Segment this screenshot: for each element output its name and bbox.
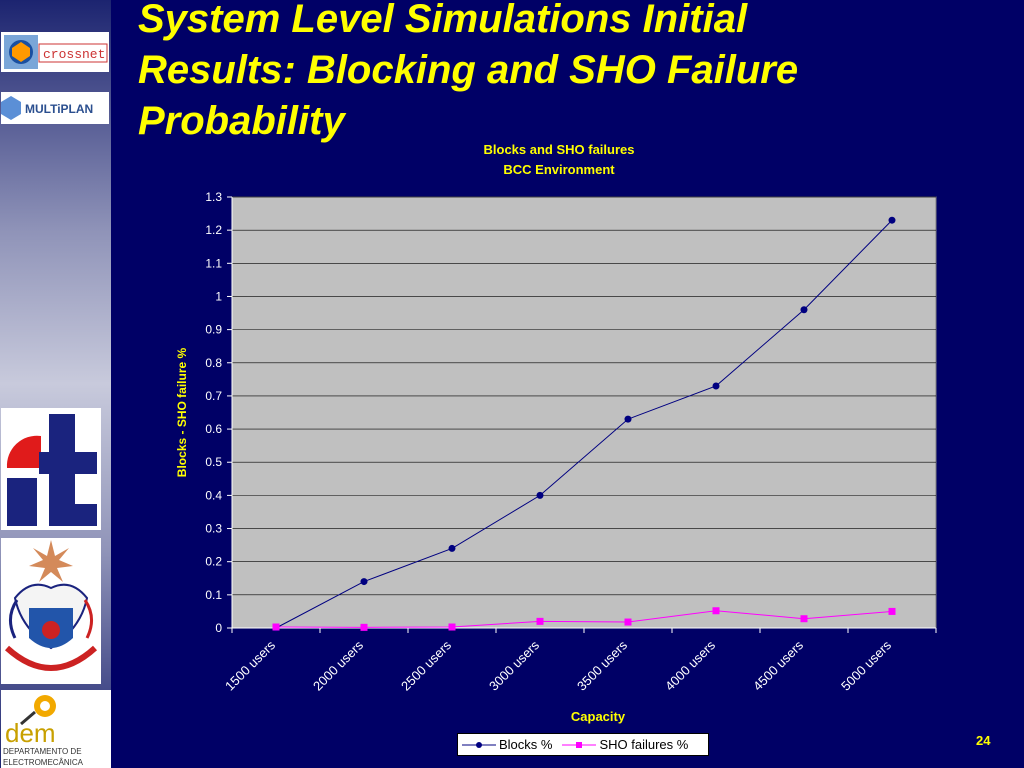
data-point-sho [624,618,632,626]
dem-logo-graphic: dem DEPARTAMENTO DE ELECTROMECÂNICA [3,695,84,767]
multiplan-logo-graphic: MULTiPLAN [1,96,93,120]
chart-legend: Blocks % SHO failures % [457,733,709,756]
it-logo-graphic [1,408,101,530]
y-tick-label: 0.7 [205,389,222,403]
y-tick-label: 0.4 [205,488,222,502]
multiplan-logo-text: MULTiPLAN [25,102,93,116]
x-tick-label: 3000 users [486,637,542,693]
y-tick-label: 0.8 [205,356,222,370]
data-point-sho [360,623,368,631]
dem-subtitle-1: DEPARTAMENTO DE [3,747,82,756]
legend-item-sho: SHO failures % [562,737,688,752]
crossnet-logo: crossnet [1,32,109,72]
series-line-blocks [275,219,893,629]
data-point-sho [448,623,456,631]
left-sidebar: crossnet MULTiPLAN [0,0,111,768]
data-point-blocks [888,216,896,224]
x-tick-label: 3500 users [574,637,630,693]
y-tick-label: 0.5 [205,455,222,469]
data-point-blocks [360,578,368,586]
y-axis-label: Blocks - SHO failure % [175,347,189,477]
x-tick-label: 4500 users [750,637,806,693]
x-tick-label: 1500 users [222,637,278,693]
x-axis-label: Capacity [571,709,626,724]
data-point-blocks [448,544,456,552]
y-tick-label: 0.6 [205,422,222,436]
crossnet-logo-text: crossnet [43,47,105,62]
chart-subtitle: BCC Environment [503,162,615,177]
dem-logo: dem DEPARTAMENTO DE ELECTROMECÂNICA [1,690,111,768]
y-tick-label: 0.9 [205,323,222,337]
x-tick-label: 2500 users [398,637,454,693]
x-tick-label: 2000 users [310,637,366,693]
data-point-sho [888,607,896,615]
data-point-blocks [800,306,808,314]
y-tick-label: 1 [215,289,222,303]
data-point-sho [800,615,808,623]
legend-item-blocks: Blocks % [462,737,552,752]
y-tick-label: 1.2 [205,223,222,237]
legend-swatch-sho [562,741,597,748]
y-tick-label: 1.1 [205,256,222,270]
multiplan-logo: MULTiPLAN [1,92,109,124]
data-point-blocks [712,382,720,390]
legend-label-blocks: Blocks % [499,737,553,752]
legend-label-sho: SHO failures % [599,737,689,752]
blocks-sho-chart: Blocks and SHO failures BCC Environment 0 0… [175,142,937,724]
legend-swatch-blocks [462,741,496,748]
data-point-sho [536,617,544,625]
y-tick-label: 0.3 [205,522,222,536]
data-point-sho [272,623,280,631]
y-tick-label: 0 [215,621,222,635]
series-line-sho [275,610,893,628]
crossnet-logo-graphic: crossnet [4,35,108,69]
slide-title: System Level Simulations Initial Results… [138,0,799,143]
y-tick-label: 0.2 [205,555,222,569]
x-tick-label: 5000 users [838,637,894,693]
data-point-blocks [624,415,632,423]
university-crest-graphic [4,540,98,671]
plot-area [231,196,937,629]
data-point-blocks [536,491,544,499]
dem-logo-text: dem [5,718,56,748]
data-point-sho [712,607,720,615]
chart-title: Blocks and SHO failures [484,142,635,157]
dem-subtitle-2: ELECTROMECÂNICA [3,758,84,767]
page-number: 24 [976,733,991,748]
y-tick-label: 1.3 [205,190,222,204]
it-logo [1,408,101,530]
x-tick-label: 4000 users [662,637,718,693]
y-tick-label: 0.1 [205,588,222,602]
university-crest-logo [1,538,101,684]
